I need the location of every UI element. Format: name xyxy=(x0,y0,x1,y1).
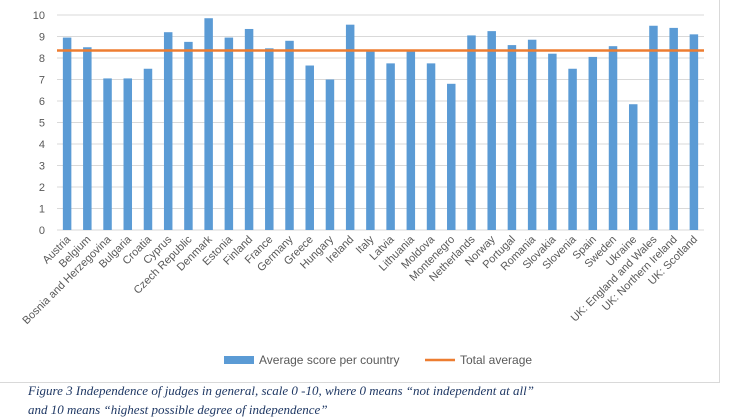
y-tick-label: 8 xyxy=(39,53,45,65)
bar xyxy=(103,78,112,230)
bar xyxy=(83,47,92,230)
bar xyxy=(265,48,274,231)
bar xyxy=(204,18,213,230)
y-tick-label: 1 xyxy=(39,204,45,216)
bar xyxy=(689,34,699,230)
y-tick-label: 7 xyxy=(39,75,45,87)
bar xyxy=(345,24,355,230)
chart-area xyxy=(0,0,720,383)
bar xyxy=(62,37,72,231)
bar xyxy=(527,39,537,230)
bar xyxy=(548,53,557,231)
bar xyxy=(325,79,335,230)
bar xyxy=(163,32,173,231)
bar xyxy=(184,41,193,230)
caption-line-1: Figure 3 Independence of judges in gener… xyxy=(28,383,534,398)
y-tick-label: 6 xyxy=(39,96,45,108)
bar xyxy=(224,37,234,231)
legend-label-average: Total average xyxy=(460,353,532,367)
y-tick-label: 9 xyxy=(39,32,45,44)
bar xyxy=(467,35,476,230)
bar xyxy=(628,104,638,230)
y-tick-label: 2 xyxy=(39,182,45,194)
y-tick-label: 3 xyxy=(39,161,45,173)
bar xyxy=(123,78,133,230)
bar xyxy=(143,68,153,230)
caption-line-2: and 10 means “highest possible degree of… xyxy=(28,402,328,417)
bar xyxy=(487,31,496,230)
y-tick-label: 4 xyxy=(39,139,45,151)
y-tick-label: 10 xyxy=(33,10,45,22)
bar xyxy=(568,68,577,230)
bar xyxy=(669,27,678,231)
bar xyxy=(305,65,314,231)
bar xyxy=(406,51,416,230)
bar xyxy=(366,51,375,230)
bar xyxy=(426,63,436,230)
y-tick-label: 0 xyxy=(39,225,45,237)
bar xyxy=(649,25,658,230)
figure-caption: Figure 3 Independence of judges in gener… xyxy=(28,381,728,419)
bar xyxy=(244,28,254,230)
y-tick-label: 5 xyxy=(39,118,45,130)
legend-swatch-bars xyxy=(224,356,254,364)
bar xyxy=(588,56,598,230)
bar xyxy=(507,45,517,230)
bar xyxy=(386,63,395,230)
bar xyxy=(608,46,618,230)
legend-label-bars: Average score per country xyxy=(259,353,400,367)
bar xyxy=(285,40,294,230)
bar xyxy=(447,83,456,230)
